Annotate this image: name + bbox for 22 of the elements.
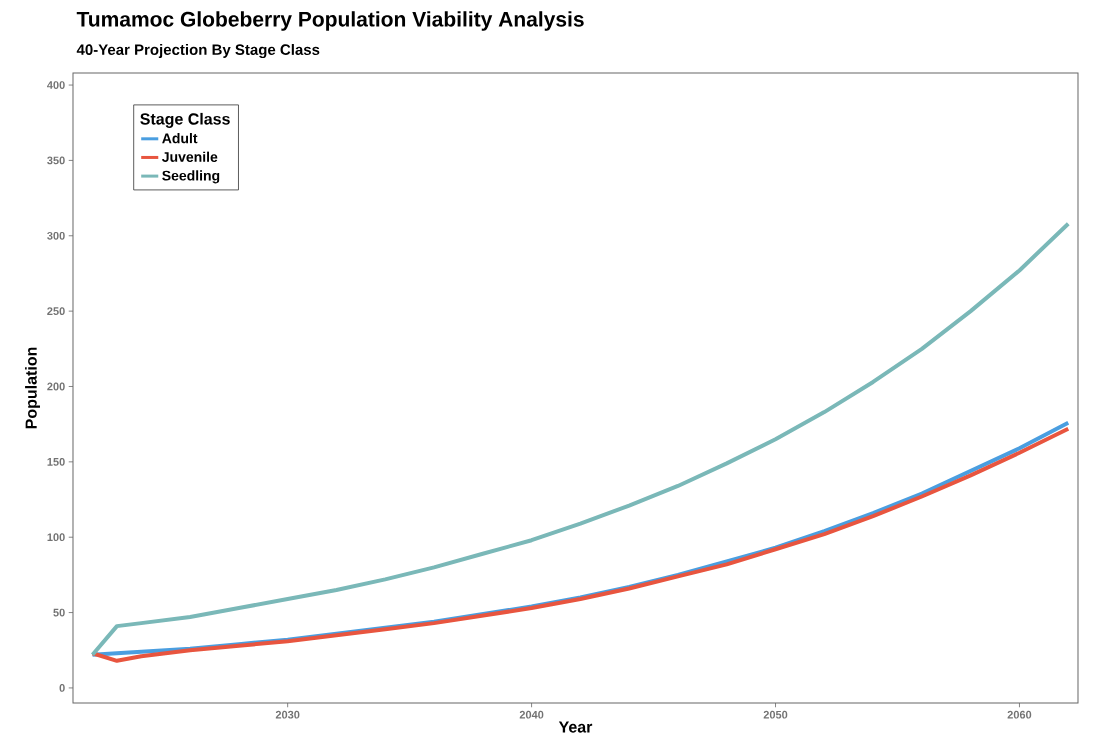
legend-label: Seedling [162, 170, 220, 184]
y-tick-label: 0 [59, 684, 65, 692]
y-tick-label: 150 [47, 457, 65, 466]
y-tick-label: 200 [47, 382, 65, 391]
x-tick-label: 2050 [763, 710, 788, 719]
chart-title: Tumamoc Globeberry Population Viability Analysis [76, 11, 584, 31]
y-tick-label: 250 [47, 307, 65, 316]
x-axis-title: Year [558, 721, 593, 733]
y-tick-label: 300 [47, 231, 65, 240]
legend-label: Juvenile [161, 151, 218, 162]
x-tick-label: 2030 [275, 710, 300, 719]
legend-label: Adult [162, 132, 198, 144]
y-tick-label: 350 [47, 156, 65, 165]
y-axis-title: Population [25, 347, 40, 429]
x-tick-label: 2040 [519, 710, 544, 719]
y-tick-label: 400 [47, 81, 65, 89]
y-tick-label: 100 [47, 533, 65, 542]
y-tick-label: 50 [53, 608, 65, 617]
chart-subtitle: 40-Year Projection By Stage Class [76, 43, 320, 59]
line-series [90, 221, 1071, 657]
x-tick-label: 2060 [1007, 710, 1032, 719]
legend-title: Stage Class [140, 112, 230, 128]
